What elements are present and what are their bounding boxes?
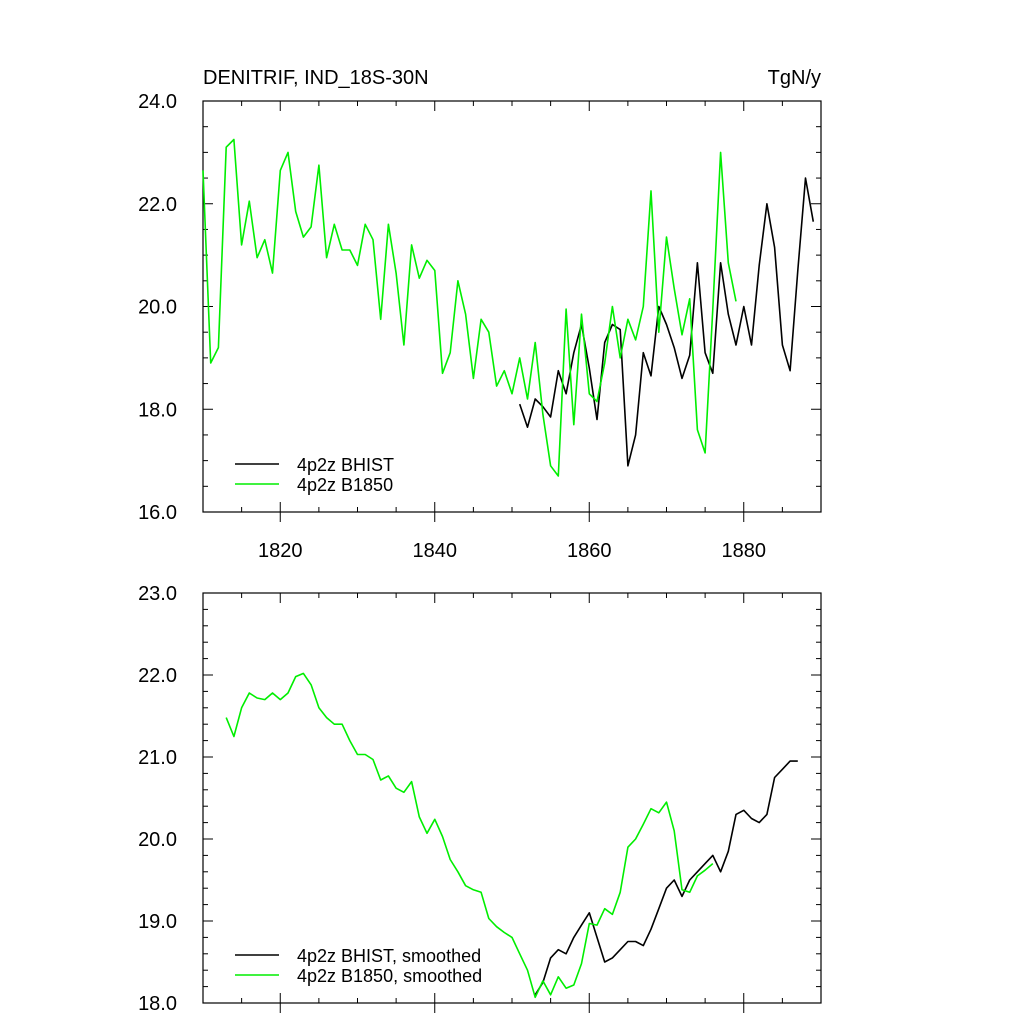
bottom-y-tick-label: 19.0 bbox=[138, 911, 177, 933]
top-y-tick-label: 16.0 bbox=[138, 502, 177, 524]
top-legend-label: 4p2z B1850 bbox=[297, 475, 393, 495]
bottom-legend-label: 4p2z BHIST, smoothed bbox=[297, 946, 481, 966]
bottom-series-line-b1850 bbox=[225, 672, 714, 999]
bottom-y-tick-label: 18.0 bbox=[138, 993, 177, 1015]
top-chart-units: TgN/y bbox=[768, 67, 821, 89]
top-x-tick-label: 1880 bbox=[722, 540, 767, 562]
top-x-tick-label: 1860 bbox=[567, 540, 612, 562]
bottom-y-tick-label: 20.0 bbox=[138, 829, 177, 851]
top-plot-frame bbox=[202, 100, 822, 513]
bottom-panel: 18.0 19.0 20.0 21.0 22.0 23.0 4p2z BHIST, smoo… bbox=[138, 583, 822, 1015]
top-y-tick-label: 24.0 bbox=[138, 91, 177, 113]
top-x-tick-label: 1820 bbox=[258, 540, 303, 562]
bottom-y-tick-label: 22.0 bbox=[138, 665, 177, 687]
bottom-legend-label: 4p2z B1850, smoothed bbox=[297, 966, 482, 986]
top-legend-label: 4p2z BHIST bbox=[297, 455, 394, 475]
top-series-line-b1850 bbox=[202, 138, 737, 477]
top-x-tick-label: 1840 bbox=[413, 540, 458, 562]
top-y-tick-label: 20.0 bbox=[138, 297, 177, 319]
bottom-series-line-bhist bbox=[534, 760, 798, 996]
bottom-y-tick-label: 23.0 bbox=[138, 583, 177, 605]
top-chart-title: DENITRIF, IND_18S-30N bbox=[203, 67, 429, 89]
top-series-line-bhist bbox=[518, 177, 815, 467]
bottom-plot-frame bbox=[202, 592, 822, 1004]
top-y-tick-label: 18.0 bbox=[138, 399, 177, 421]
top-panel: DENITRIF, IND_18S-30N TgN/y 16.0 18.0 20.0… bbox=[138, 67, 822, 562]
top-y-tick-label: 22.0 bbox=[138, 194, 177, 216]
bottom-y-tick-label: 21.0 bbox=[138, 747, 177, 769]
